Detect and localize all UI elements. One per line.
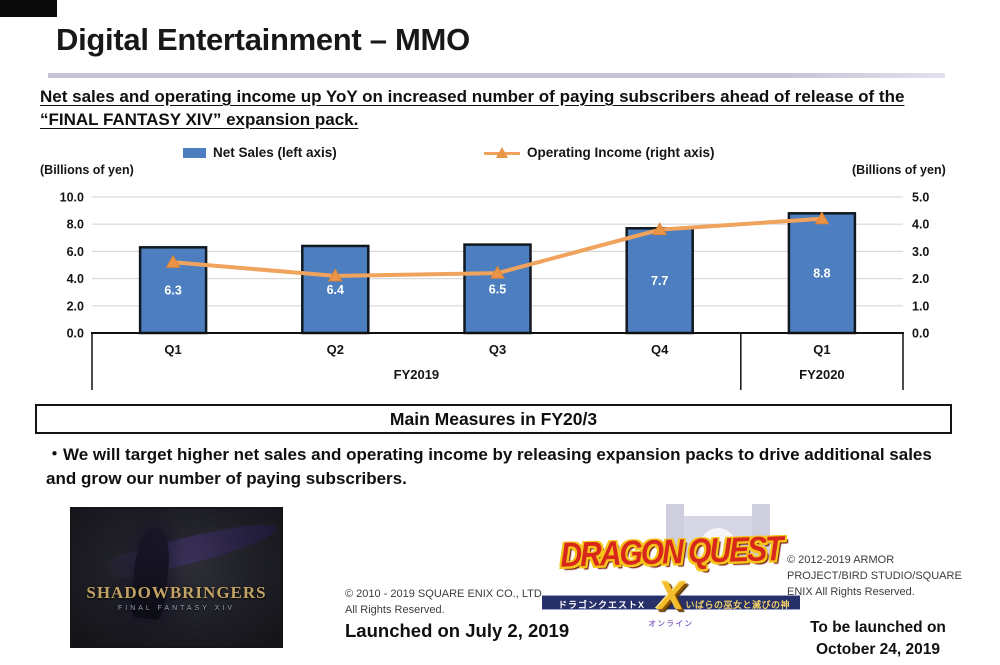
ffxiv-shadowbringers-keyart: SHADOWBRINGERS FINAL FANTASY XIV — [70, 507, 283, 648]
bar-net-sales — [463, 243, 532, 335]
dragon-quest-x-logo: DRAGON QUEST ドラゴンクエストX いばらの巫女と滅びの神 X オンラ… — [542, 498, 800, 636]
ffxiv-copyright-line1: © 2010 - 2019 SQUARE ENIX CO., LTD. — [345, 588, 545, 600]
net-sales-legend-swatch-icon — [183, 147, 206, 158]
triangle-marker-icon — [327, 268, 343, 282]
left-tick-label: 2.0 — [67, 299, 84, 313]
left-tick-label: 6.0 — [67, 245, 84, 259]
measures-title: Main Measures in FY20/3 — [389, 409, 598, 429]
legend-item-operating-income: Operating Income (right axis) — [484, 145, 715, 160]
category-label: Q1 — [813, 342, 830, 357]
ffxiv-logo-subtitle: FINAL FANTASY XIV — [117, 605, 235, 612]
dqx-launch-date: To be launched on October 24, 2019 — [787, 617, 969, 660]
chart: 6.3 6.4 6.5 7.7 8.8 Q1 Q2 Q3 Q4 Q1 FY2019 FY2020 10.… — [60, 191, 929, 390]
triangle-marker-icon — [490, 265, 505, 279]
category-label: Q4 — [651, 342, 669, 357]
measures-title-box: Main Measures in FY20/3 — [35, 404, 952, 434]
fiscal-year-label: FY2020 — [799, 367, 845, 382]
ffxiv-launch-date: Launched on July 2, 2019 — [345, 620, 570, 641]
category-label: Q2 — [327, 342, 344, 357]
left-tick-label: 4.0 — [67, 272, 84, 286]
left-tick-label: 10.0 — [60, 191, 84, 205]
measures-bullet: ・We will target higher net sales and ope… — [46, 445, 932, 488]
bar-value-label: 6.4 — [327, 283, 344, 297]
right-tick-label: 5.0 — [912, 191, 929, 205]
dqx-x-mark: X — [657, 574, 685, 618]
net-sales-legend-label: Net Sales (left axis) — [213, 145, 337, 160]
operating-income-legend-label: Operating Income (right axis) — [527, 145, 715, 160]
shadowbringers-logo: SHADOWBRINGERS — [86, 583, 267, 602]
left-tick-label: 0.0 — [67, 327, 84, 341]
bar-value-label: 8.8 — [813, 267, 830, 281]
fiscal-year-label: FY2019 — [394, 367, 440, 382]
category-label: Q3 — [489, 342, 506, 357]
ffxiv-copyright: © 2010 - 2019 SQUARE ENIX CO., LTD. All … — [345, 587, 555, 619]
bar-value-label: 6.3 — [164, 284, 181, 298]
triangle-marker-icon — [652, 222, 668, 236]
right-tick-label: 2.0 — [912, 272, 929, 286]
castle-gate-graphic — [658, 498, 778, 558]
triangle-marker-icon — [814, 211, 830, 225]
dqx-banner: ドラゴンクエストX いばらの巫女と滅びの神 — [542, 595, 800, 610]
dragon-quest-logotype: DRAGON QUEST — [560, 530, 782, 575]
right-axis-caption: (Billions of yen) — [852, 163, 946, 177]
bar-value-label: 6.5 — [489, 282, 506, 296]
dqx-banner-left-text: ドラゴンクエストX — [558, 600, 646, 610]
right-tick-label: 1.0 — [912, 299, 929, 313]
right-tick-label: 4.0 — [912, 218, 929, 232]
triangle-marker-icon — [165, 254, 181, 268]
dqx-launch-line1: To be launched on — [810, 619, 946, 636]
sword-slash-graphic — [99, 515, 281, 585]
dqx-online-text: オンライン — [648, 619, 694, 628]
dqx-copyright: © 2012-2019 ARMOR PROJECT/BIRD STUDIO/SQ… — [787, 554, 962, 598]
dqx-banner-right-text: いばらの巫女と滅びの神 — [685, 600, 790, 610]
title-divider — [48, 73, 945, 78]
page-title: Digital Entertainment – MMO — [56, 22, 470, 57]
left-tick-label: 8.0 — [67, 218, 84, 232]
slide-corner-artifact — [0, 0, 57, 17]
dqx-launch-line2: October 24, 2019 — [815, 640, 941, 658]
legend-item-net-sales: Net Sales (left axis) — [183, 145, 337, 160]
headline-text: Net sales and operating income up YoY on… — [40, 87, 905, 129]
bar-value-label: 7.7 — [651, 274, 668, 288]
chart-legend: Net Sales (left axis) Operating Income (… — [0, 145, 1000, 165]
ffxiv-copyright-line2: All Rights Reserved. — [345, 603, 445, 616]
right-tick-label: 0.0 — [912, 327, 929, 341]
right-tick-label: 3.0 — [912, 245, 929, 259]
operating-income-legend-marker-icon — [484, 146, 520, 159]
category-label: Q1 — [164, 342, 181, 357]
left-axis-caption: (Billions of yen) — [40, 163, 134, 177]
